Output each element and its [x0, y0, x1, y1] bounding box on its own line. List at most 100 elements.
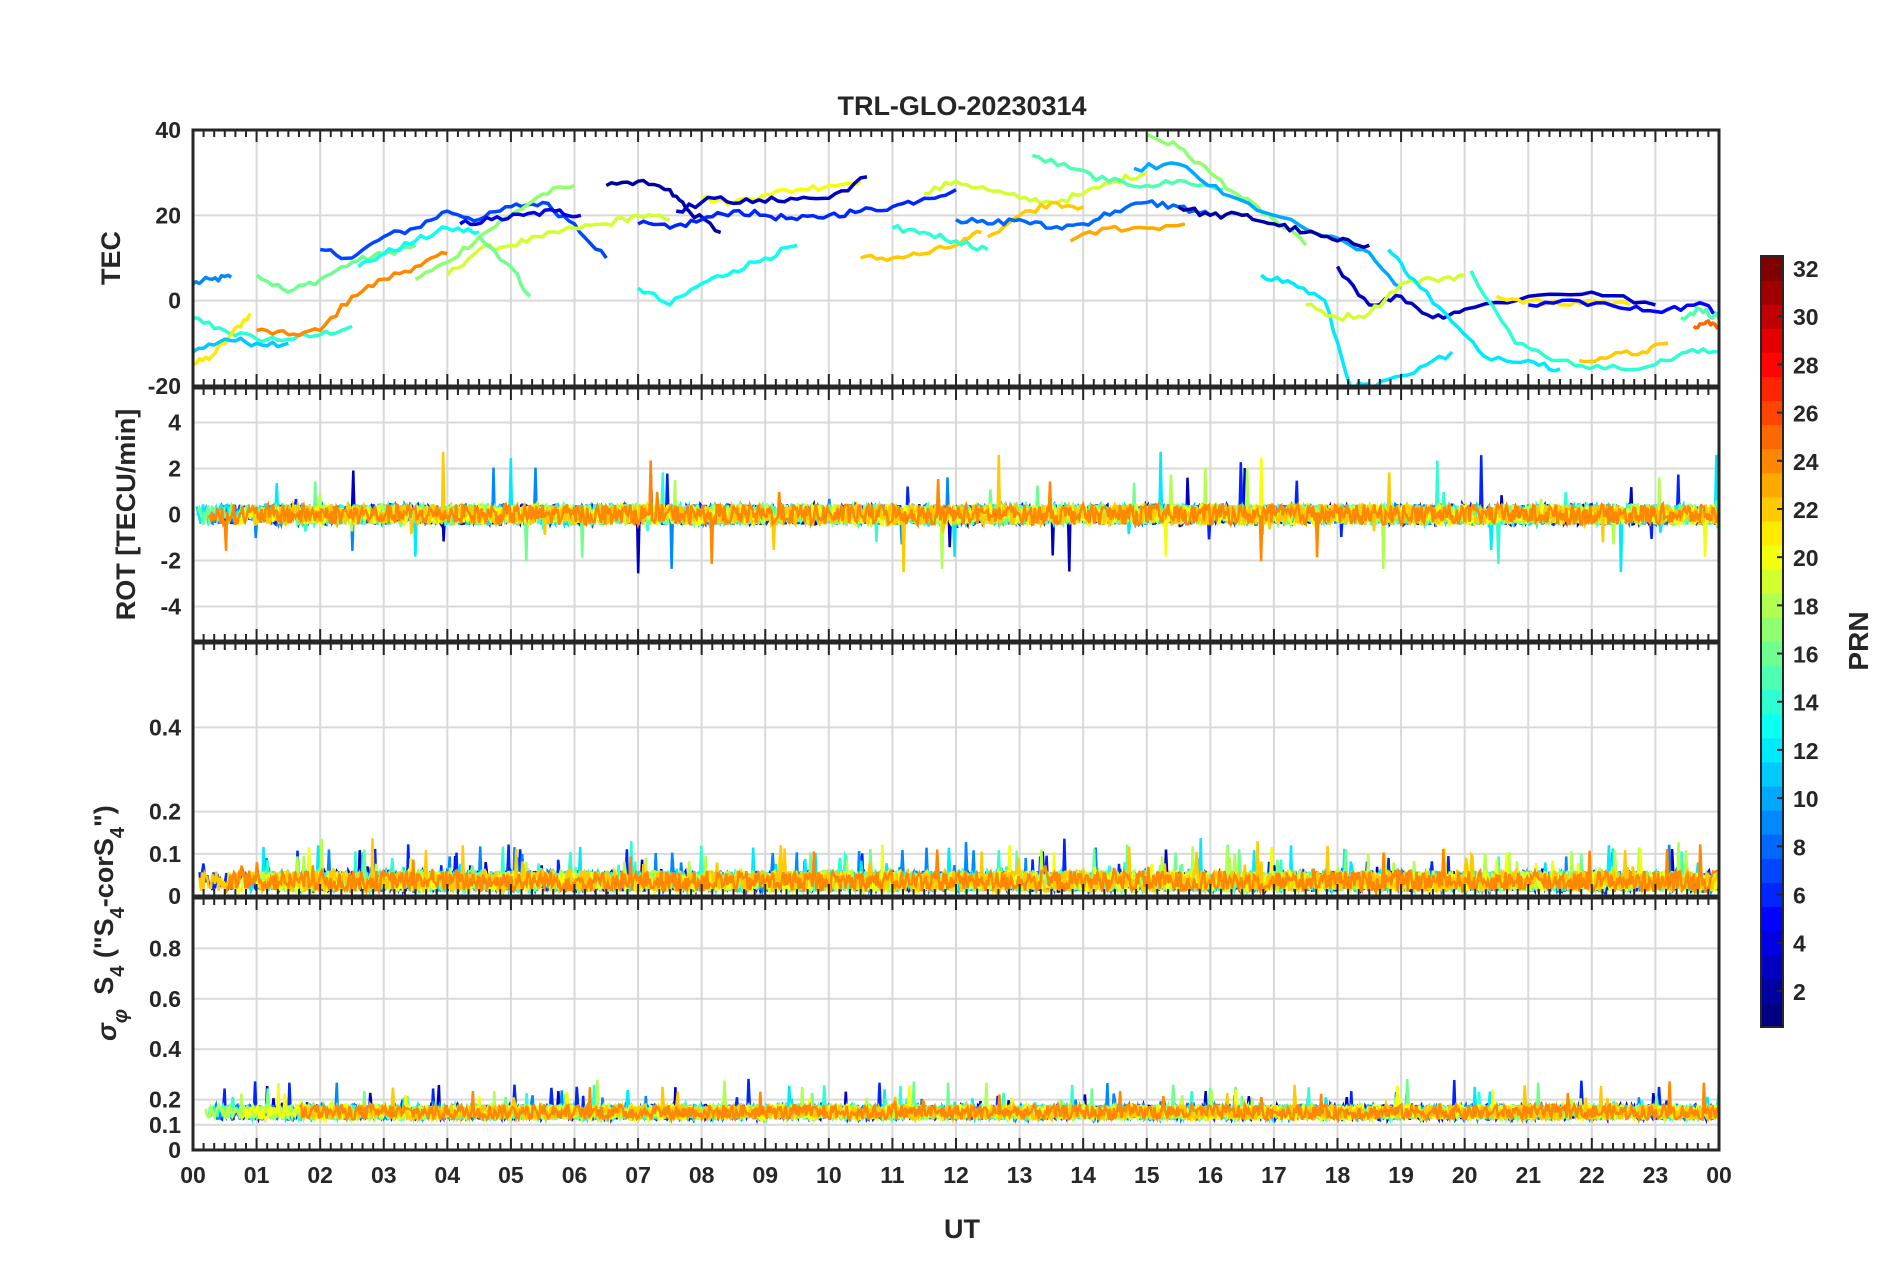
colorbar-swatch	[1761, 786, 1783, 811]
chart-title: TRL-GLO-20230314	[837, 91, 1086, 121]
x-tick-label: 01	[244, 1162, 270, 1188]
colorbar-swatch	[1761, 882, 1783, 908]
colorbar-swatch	[1761, 641, 1783, 667]
tec-y-axis-label: TEC	[96, 231, 126, 285]
tec-series-prn-16	[255, 243, 417, 294]
colorbar-swatch	[1761, 737, 1783, 763]
colorbar-swatch	[1761, 472, 1783, 498]
y-tick-label: 0.1	[149, 1112, 181, 1138]
tec-series-prn-8	[955, 199, 1212, 231]
colorbar-tick-label: 4	[1793, 931, 1806, 957]
tec-series-prn-19	[1305, 273, 1465, 322]
tec-series-prn-19	[445, 212, 671, 277]
x-tick-label: 08	[689, 1162, 715, 1188]
x-tick-label: 11	[880, 1162, 905, 1188]
colorbar-swatch	[1761, 906, 1783, 932]
y-tick-label: 2	[168, 456, 181, 482]
tec-series-prn-4	[459, 207, 582, 227]
colorbar-tick-label: 22	[1793, 497, 1819, 523]
x-axis-label: UT	[944, 1214, 980, 1244]
tec-series-prn-15	[1680, 306, 1719, 321]
x-tick-label: 12	[943, 1162, 969, 1188]
colorbar-tick-label: 12	[1793, 738, 1819, 764]
tec-series-prn-3	[675, 175, 868, 214]
colorbar-tick-label: 2	[1793, 979, 1806, 1005]
tec-series-prn-22	[1578, 341, 1669, 364]
tec-series-prn-24	[256, 250, 448, 338]
tec-series-prn-2	[605, 178, 722, 235]
x-tick-label: 13	[1007, 1162, 1033, 1188]
x-tick-label: 00	[1706, 1162, 1732, 1188]
colorbar-label: PRN	[1843, 611, 1874, 670]
colorbar-swatch	[1761, 376, 1783, 402]
x-tick-label: 14	[1070, 1162, 1096, 1188]
y-tick-label: 0	[168, 288, 181, 314]
colorbar-swatch	[1761, 810, 1783, 835]
rot-series-prn-24	[207, 460, 1719, 564]
x-tick-label: 03	[371, 1162, 397, 1188]
y-tick-label: 20	[155, 202, 181, 228]
colorbar-swatch	[1761, 761, 1783, 787]
tec-series-prn-10	[1133, 161, 1403, 290]
colorbar-tick-label: 32	[1793, 256, 1819, 282]
panel-sigma: 0.8 0.6 0.4 0.20.10	[149, 896, 1721, 1163]
x-tick-label: 15	[1134, 1162, 1160, 1188]
colorbar-swatch	[1761, 978, 1783, 1004]
tec-series-prn-12	[1260, 273, 1454, 386]
tec-series-prn-15	[1031, 153, 1224, 192]
y-tick-label: 40	[155, 117, 181, 143]
colorbar-tick-label: 18	[1793, 593, 1819, 619]
colorbar-swatch	[1761, 545, 1783, 570]
y-tick-label: 4	[168, 410, 181, 436]
colorbar-tick-label: 20	[1793, 545, 1819, 571]
colorbar-swatch	[1761, 954, 1783, 980]
tec-series-prn-13	[636, 243, 798, 307]
colorbar-swatch	[1761, 858, 1783, 883]
colorbar-swatch	[1761, 1002, 1783, 1028]
y-tick-label: -20	[148, 373, 181, 399]
y-tick-label: 0	[168, 502, 181, 528]
tec-series-prn-22	[986, 200, 1084, 239]
tec-series-prn-21	[193, 312, 252, 367]
tec-series-prn-21	[1495, 294, 1631, 307]
tec-series-prn-19	[923, 171, 1148, 206]
colorbar-tick-label: 30	[1793, 304, 1819, 330]
colorbar-swatch	[1761, 593, 1783, 618]
colorbar-swatch	[1761, 569, 1783, 594]
tec-series-prn-9	[193, 273, 233, 286]
tec-series-prn-22	[860, 229, 982, 263]
x-tick-label: 02	[307, 1162, 333, 1188]
y-tick-label: -4	[161, 594, 182, 620]
colorbar-tick-label: 16	[1793, 642, 1819, 668]
y-tick-label: 0.2	[149, 1087, 181, 1113]
x-tick-label: 00	[180, 1162, 206, 1188]
x-tick-label: 07	[625, 1162, 651, 1188]
panel-tec: 40 20 0 -20 TEC	[96, 117, 1721, 399]
tec-series-prn-2	[1177, 205, 1370, 250]
colorbar-swatch	[1761, 304, 1783, 329]
tec-series-prn-20	[701, 179, 862, 207]
x-tick-label: 23	[1643, 1162, 1669, 1188]
x-tick-label: 16	[1198, 1162, 1224, 1188]
colorbar-tick-label: 28	[1793, 352, 1819, 378]
colorbar-swatch	[1761, 930, 1783, 956]
y-tick-label: 0.4	[149, 1036, 181, 1062]
panel-rot: 4 2 0 -2 -4 ROT [TECU/min]	[111, 386, 1721, 643]
y-tick-label: 0	[168, 1137, 181, 1163]
sigma-y-axis-label: σφ	[92, 1009, 132, 1041]
tec-series-prn-6	[637, 188, 957, 230]
colorbar-swatch	[1761, 448, 1783, 474]
series-group	[204, 1078, 1719, 1125]
x-tick-label: 06	[562, 1162, 588, 1188]
x-tick-label: 04	[435, 1162, 461, 1188]
tec-series-prn-16	[477, 235, 532, 298]
tec-series-prn-17	[414, 183, 576, 281]
sigma-series-prn-24	[298, 1081, 1719, 1125]
tec-series-prn-23	[1069, 222, 1186, 243]
tec-series-prn-12	[1387, 248, 1561, 373]
tec-series-prn-14	[891, 223, 989, 252]
y-tick-label: 0.8	[149, 935, 181, 961]
